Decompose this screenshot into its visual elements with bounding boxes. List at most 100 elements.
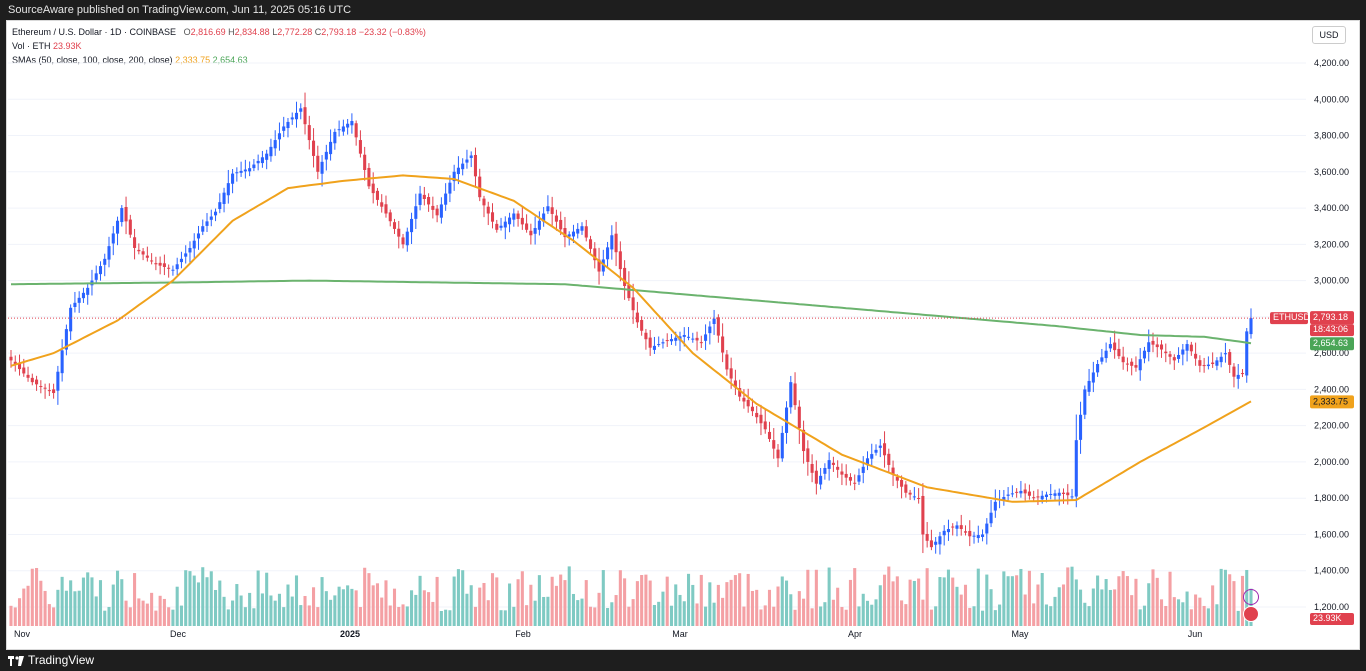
candle-body — [133, 237, 137, 248]
candle-body — [307, 125, 311, 141]
candle-body — [512, 213, 516, 220]
candle-body — [205, 221, 209, 226]
volume-bar — [380, 597, 384, 626]
candle-body — [56, 371, 60, 391]
candle-body — [384, 204, 388, 214]
candle-body — [47, 390, 51, 392]
symbol-title[interactable]: Ethereum / U.S. Dollar · 1D · COINBASE — [12, 27, 177, 37]
volume-bar — [814, 569, 818, 626]
candle-body — [1172, 357, 1176, 361]
volume-bar — [750, 590, 754, 626]
candle-body — [337, 129, 341, 131]
volume-bar — [1147, 583, 1151, 626]
volume-bar — [1228, 574, 1232, 626]
currency-button[interactable]: USD — [1312, 26, 1346, 44]
candle-body — [1117, 348, 1121, 357]
candle-body — [925, 533, 929, 541]
x-tick-label: Apr — [848, 629, 862, 639]
volume-bar — [563, 580, 567, 626]
volume-bar — [789, 594, 793, 626]
candle-body — [1185, 344, 1189, 351]
candle-body — [981, 534, 985, 537]
candle-body — [26, 374, 30, 378]
volume-bar — [955, 586, 959, 626]
volume-bar — [606, 608, 610, 626]
volume-bar — [546, 596, 550, 626]
volume-bar — [486, 600, 490, 626]
y-tick-label: 3,600.00 — [1314, 167, 1349, 177]
candle-body — [1240, 373, 1245, 375]
volume-bar — [567, 566, 571, 626]
volume-bar — [959, 594, 963, 626]
volume-bar — [981, 610, 985, 626]
candle-body — [1245, 331, 1249, 376]
volume-bar — [260, 593, 264, 626]
sma-label[interactable]: SMAs (50, close, 100, close, 200, close) — [12, 55, 173, 65]
high-value: 2,834.88 — [234, 27, 270, 37]
volume-bar — [878, 585, 882, 626]
volume-bar — [601, 570, 605, 626]
volume-bar — [597, 592, 601, 626]
candle-body — [397, 228, 401, 237]
volume-bar — [1134, 578, 1138, 626]
lightning-icon[interactable] — [1243, 589, 1259, 605]
x-tick-label: 2025 — [340, 629, 360, 639]
volume-bar — [64, 590, 68, 626]
volume-bar — [422, 590, 426, 626]
candle-body — [797, 406, 801, 429]
candlesticks — [9, 92, 1253, 555]
volume-bar — [201, 567, 205, 626]
volume-bar — [674, 584, 678, 626]
candle-body — [115, 220, 120, 234]
candle-body — [1087, 380, 1091, 392]
candle-body — [900, 479, 904, 487]
candle-body — [1215, 360, 1219, 366]
candle-body — [35, 379, 39, 385]
volume-bar — [312, 587, 316, 626]
volume-bar — [797, 591, 801, 626]
candle-body — [171, 269, 175, 271]
candle-body — [912, 496, 916, 498]
volume-bar — [588, 606, 593, 626]
volume-bar — [179, 605, 183, 626]
candle-body — [1040, 495, 1044, 500]
volume-label[interactable]: Vol · ETH — [12, 41, 51, 51]
candle-body — [452, 171, 456, 182]
x-tick-label: Jun — [1188, 629, 1203, 639]
candle-body — [1198, 360, 1202, 366]
volume-bar — [1096, 575, 1100, 626]
volume-bar — [682, 601, 686, 626]
candle-body — [252, 164, 256, 169]
candle-body — [593, 248, 597, 261]
candle-body — [1121, 356, 1125, 363]
candle-body — [465, 159, 469, 163]
volume-bar — [107, 606, 111, 626]
volume-bar — [993, 610, 997, 626]
volume-bar — [239, 595, 243, 626]
candle-body — [691, 338, 695, 340]
candle-body — [13, 361, 17, 365]
candle-body — [346, 123, 350, 128]
volume-bar — [141, 600, 145, 626]
candle-body — [763, 421, 767, 430]
volume-bar — [1057, 587, 1061, 626]
volume-bar — [623, 578, 627, 626]
flag-icon[interactable] — [1243, 606, 1259, 622]
candle-body — [789, 382, 793, 408]
volume-bar — [1138, 609, 1142, 626]
candle-body — [1036, 496, 1040, 498]
candle-body — [883, 443, 887, 456]
candle-body — [857, 475, 861, 482]
volume-bar — [456, 569, 460, 626]
candle-body — [580, 226, 584, 231]
candle-body — [520, 217, 524, 225]
volume-bar — [145, 603, 149, 626]
tradingview-logo-icon — [8, 655, 24, 666]
volume-bar — [324, 591, 328, 626]
volume-bar — [665, 576, 669, 626]
volume-bar — [618, 570, 622, 626]
volume-bar — [350, 588, 354, 626]
volume-bar — [1061, 584, 1066, 626]
candle-body — [1010, 493, 1014, 495]
